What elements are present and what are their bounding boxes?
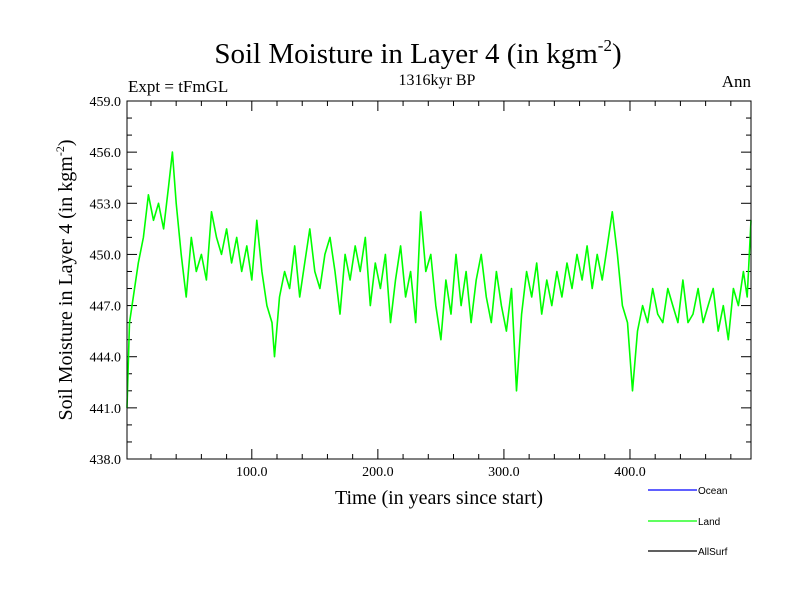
legend-label-ocean: Ocean <box>698 486 727 497</box>
x-tick-label: 200.0 <box>362 465 394 480</box>
y-axis-label-close: ) <box>55 139 77 146</box>
series-group <box>126 151 752 408</box>
chart-title: Soil Moisture in Layer 4 (in kgm-2) <box>214 36 621 70</box>
subtitle-left: Expt = tFmGL <box>128 77 228 96</box>
x-tick-label: 300.0 <box>488 465 520 480</box>
plot-frame <box>126 100 752 460</box>
series-line-land <box>126 151 752 408</box>
y-axis-label: Soil Moisture in Layer 4 (in kgm-2) <box>53 139 77 420</box>
y-tick-label: 441.0 <box>90 402 122 417</box>
x-axis-label: Time (in years since start) <box>335 487 543 509</box>
legend-label-land: Land <box>698 517 720 528</box>
y-tick-label: 453.0 <box>90 197 122 212</box>
y-tick-label: 456.0 <box>90 146 122 161</box>
y-tick-label: 450.0 <box>90 248 122 263</box>
chart-title-close: ) <box>612 38 622 70</box>
legend: Ocean Land AllSurf <box>648 486 728 558</box>
y-tick-label: 444.0 <box>90 351 122 366</box>
y-tick-label: 459.0 <box>90 95 122 110</box>
axis-ticks: 438.0 441.0 444.0 447.0 450.0 453.0 456.0 459.0… <box>90 95 751 480</box>
subtitle-center: 1316kyr BP <box>399 72 476 89</box>
x-tick-label: 400.0 <box>614 465 646 480</box>
legend-label-allsurf: AllSurf <box>698 547 728 558</box>
y-axis-label-sup: -2 <box>53 146 67 156</box>
y-tick-label: 447.0 <box>90 300 122 315</box>
subtitle-right: Ann <box>722 72 752 91</box>
x-tick-label: 100.0 <box>236 465 268 480</box>
y-tick-label: 438.0 <box>90 453 122 468</box>
chart-title-sup: -2 <box>598 36 612 55</box>
